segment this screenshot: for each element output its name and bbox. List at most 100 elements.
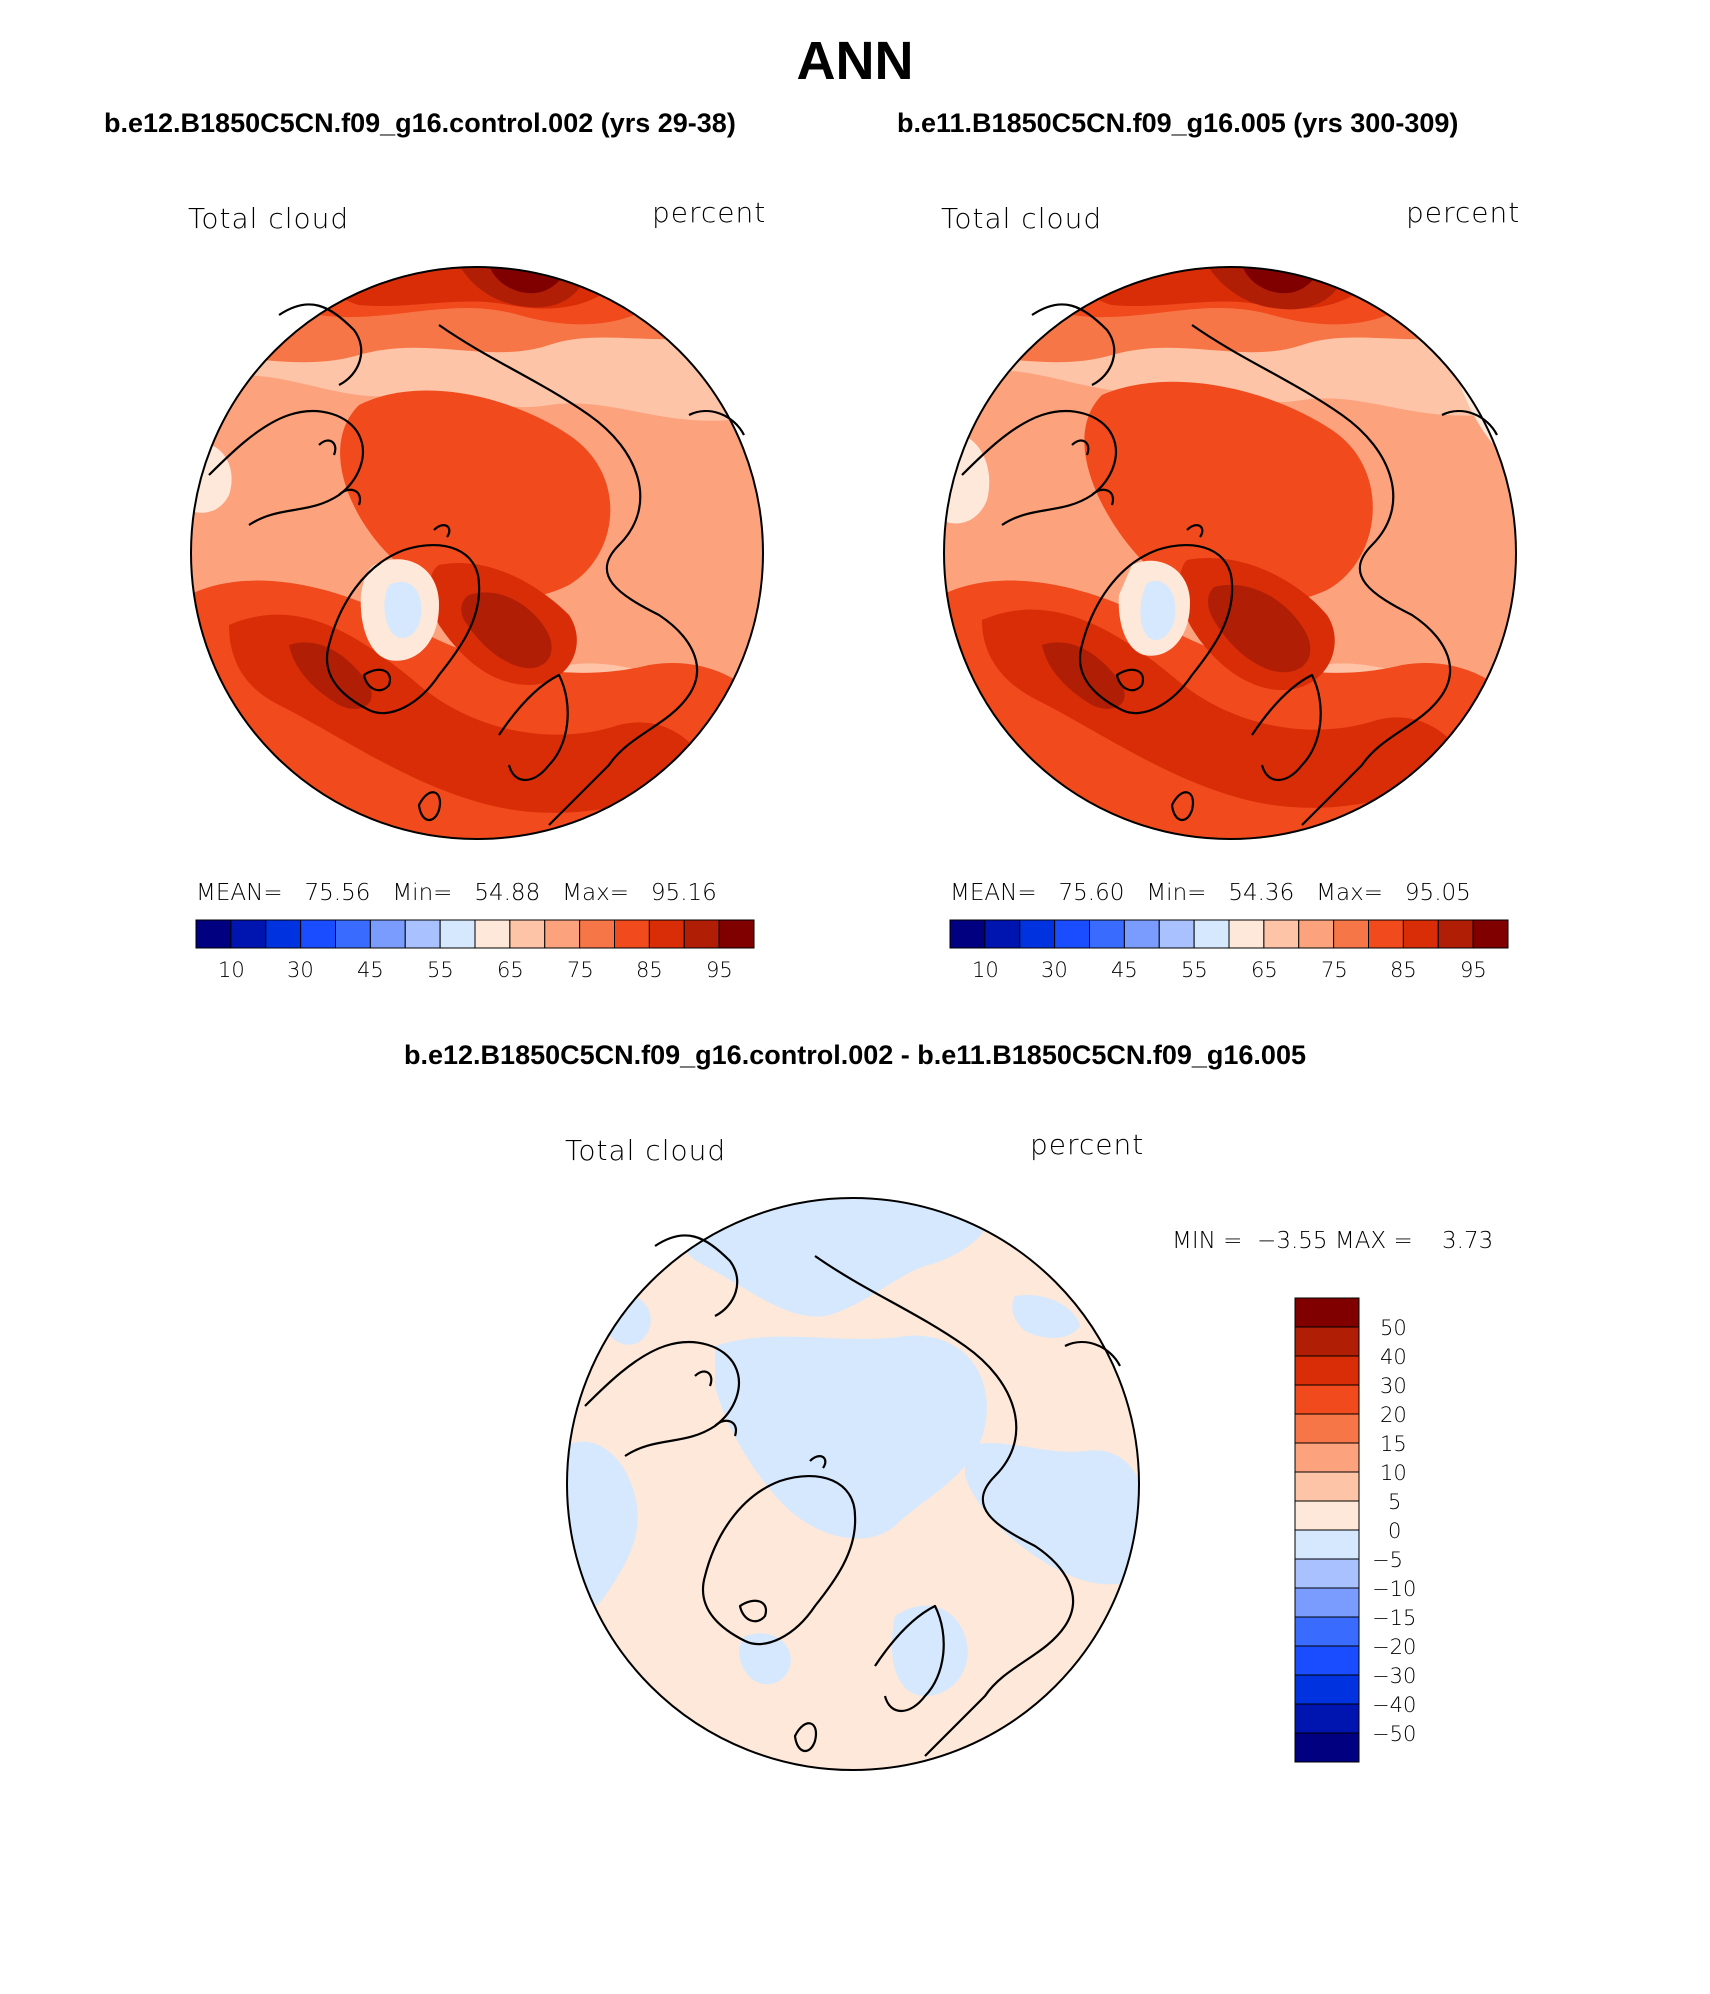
panel-1-map-border xyxy=(190,266,764,840)
panel-2-colorbar-swatch xyxy=(1368,919,1404,949)
panel-2-coast-greenland xyxy=(1079,543,1234,715)
diff-colorbar-swatch xyxy=(1294,1674,1360,1705)
diff-coast-uk xyxy=(793,1722,818,1752)
panel-1-colorbar-swatch xyxy=(369,919,406,949)
panel-1-coastlines xyxy=(208,303,745,826)
panel-2-colorbar-swatch xyxy=(1123,919,1160,949)
diff-tick: 30 xyxy=(1380,1374,1407,1398)
panel-1-mean-label: MEAN= xyxy=(196,880,283,906)
panel-2-units-label: percent xyxy=(1406,196,1521,229)
diff-coast-scandinavia xyxy=(874,1604,945,1712)
diff-field-negative-a xyxy=(674,1198,991,1317)
diff-max-value: 3.73 xyxy=(1442,1228,1494,1254)
panel-1-tick: 10 xyxy=(218,958,245,982)
diff-tick: −10 xyxy=(1372,1577,1417,1601)
panel-1-tick: 95 xyxy=(706,958,733,982)
panel-2-coastlines xyxy=(961,303,1498,826)
panel-1-field-90a xyxy=(461,592,552,669)
diff-min-value: −3.55 xyxy=(1257,1228,1328,1254)
diff-title: b.e12.B1850C5CN.f09_g16.control.002 - b.… xyxy=(404,1040,1306,1070)
panel-2-tick: 45 xyxy=(1111,958,1138,982)
diff-map-border xyxy=(566,1197,1140,1771)
diff-colorbar-swatch xyxy=(1294,1587,1360,1618)
diff-tick: 40 xyxy=(1380,1345,1407,1369)
panel-2-colorbar-swatch xyxy=(1298,919,1335,949)
panel-1-colorbar-swatch xyxy=(614,919,650,949)
diff-colorbar-swatch xyxy=(1294,1297,1360,1328)
panel-2-tick: 95 xyxy=(1460,958,1487,982)
panel-1-coast-islands xyxy=(318,439,451,538)
panel-1-colorbar-swatch xyxy=(544,919,581,949)
diff-min-label: MIN = xyxy=(1172,1228,1243,1254)
panel-2-colorbar-swatch xyxy=(1054,919,1091,949)
diff-tick: −40 xyxy=(1372,1693,1417,1717)
diff-tick: 0 xyxy=(1388,1519,1402,1543)
diff-tick: 5 xyxy=(1388,1490,1402,1514)
panel-1-case-title: b.e12.B1850C5CN.f09_g16.control.002 (yrs… xyxy=(104,108,736,138)
panel-1-colorbar-swatch xyxy=(683,919,720,949)
diff-tick: 50 xyxy=(1380,1316,1407,1340)
diff-colorbar-swatch xyxy=(1294,1558,1360,1589)
diff-field-negative-b xyxy=(715,1335,987,1539)
panel-2-colorbar-swatch xyxy=(1193,919,1230,949)
panel-2-colorbar-swatch xyxy=(1019,919,1056,949)
panel-1-tick: 45 xyxy=(357,958,384,982)
diff-colorbar-swatch xyxy=(1294,1355,1360,1386)
panel-1-tick: 55 xyxy=(427,958,454,982)
diff-field-negative-d xyxy=(965,1443,1139,1585)
diff-variable-label: Total cloud xyxy=(565,1134,727,1167)
panel-2-coast-eurasia xyxy=(1191,324,1452,826)
diff-colorbar-swatch xyxy=(1294,1703,1360,1734)
panel-1-colorbar-swatch xyxy=(300,919,337,949)
panel-2-tick: 65 xyxy=(1251,958,1278,982)
diff-min-max: MIN = −3.55 MAX = 3.73 xyxy=(1172,1228,1493,1254)
panel-2-coast-islands xyxy=(1071,439,1204,538)
diff-colorbar-swatch xyxy=(1294,1616,1360,1647)
panel-1-colorbar-swatch xyxy=(335,919,371,949)
main-title: ANN xyxy=(796,31,914,91)
panel-1-colorbar-swatch xyxy=(404,919,441,949)
panel-1-colorbar-ticks: 10 30 45 55 65 75 85 95 xyxy=(196,958,754,984)
diff-tick: −30 xyxy=(1372,1664,1417,1688)
panel-1-colorbar-swatch xyxy=(579,919,616,949)
panel-2-max-label: Max= xyxy=(1316,880,1383,906)
diff-tick: −5 xyxy=(1372,1548,1403,1572)
panel-1-colorbar-swatch xyxy=(509,919,546,949)
diff-tick: 10 xyxy=(1380,1461,1407,1485)
panel-2-coast-iceland xyxy=(1115,668,1145,692)
panel-2-colorbar-swatch xyxy=(1333,919,1370,949)
panel-2-variable-label: Total cloud xyxy=(941,202,1103,235)
diff-coast-north-america xyxy=(584,1341,740,1457)
panel-2-coast-east-asia xyxy=(1441,410,1498,436)
panel-1-coast-uk xyxy=(417,791,442,821)
panel-2-coast-alaska xyxy=(1031,303,1116,386)
diff-coast-iceland xyxy=(738,1599,768,1623)
panel-2-min-value: 54.36 xyxy=(1228,880,1295,906)
diff-colorbar-swatch xyxy=(1294,1471,1360,1502)
diff-tick: −20 xyxy=(1372,1635,1417,1659)
diff-tick: 20 xyxy=(1380,1403,1407,1427)
panel-2-colorbar-swatch xyxy=(1437,919,1474,949)
diff-colorbar-swatch xyxy=(1294,1384,1360,1415)
diff-colorbar-ticks: 50 40 30 20 15 10 5 0 −5 −10 −15 −20 −30… xyxy=(1368,1298,1448,1762)
panel-1-min-label: Min= xyxy=(392,880,453,906)
panel-2-colorbar-swatch xyxy=(984,919,1021,949)
panel-1-field-80a xyxy=(340,390,611,600)
panel-1-colorbar-swatch xyxy=(718,919,755,949)
diff-coast-islands xyxy=(694,1370,827,1469)
panel-1-units-label: percent xyxy=(652,196,767,229)
diff-coastlines xyxy=(584,1234,1121,1757)
panel-1-colorbar-swatch xyxy=(474,919,511,949)
panel-2-colorbar-swatch xyxy=(1263,919,1300,949)
panel-1-coast-east-asia xyxy=(688,410,745,436)
diff-field-negative-g xyxy=(1012,1295,1080,1338)
panel-1-mean-value: 75.56 xyxy=(304,880,371,906)
panel-1-variable-label: Total cloud xyxy=(188,202,350,235)
panel-2-polar-map xyxy=(943,266,1517,840)
diff-coast-alaska xyxy=(654,1234,739,1317)
panel-1-polar-map xyxy=(190,266,764,840)
panel-2-tick: 10 xyxy=(972,958,999,982)
panel-1-max-label: Max= xyxy=(562,880,629,906)
panel-2-coast-scandinavia xyxy=(1251,673,1322,781)
diff-tick: −50 xyxy=(1372,1722,1417,1746)
